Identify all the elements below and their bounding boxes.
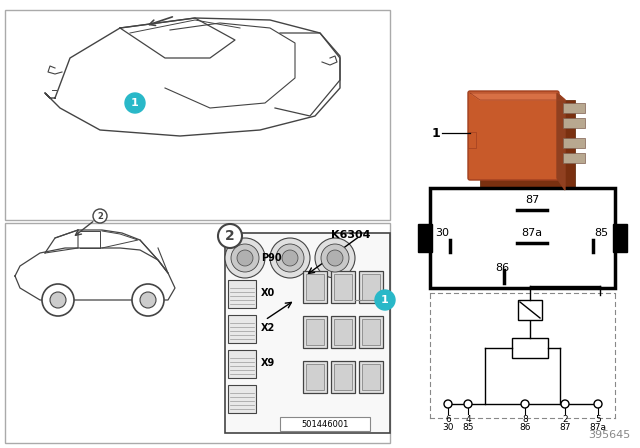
Text: 86: 86 [495,263,509,273]
Text: 87: 87 [559,423,571,432]
Text: 1: 1 [131,98,139,108]
Circle shape [93,209,107,223]
Bar [468,132,476,148]
Bar [359,361,383,393]
Bar [306,274,324,300]
Bar [228,280,256,308]
Bar [331,271,355,303]
Bar [359,316,383,348]
Text: 395645: 395645 [588,430,630,440]
Bar [359,271,383,303]
FancyBboxPatch shape [468,91,559,180]
Text: 501446001: 501446001 [301,419,349,428]
Text: 1: 1 [431,126,440,139]
Polygon shape [557,93,565,190]
Bar [362,319,380,345]
Bar [228,350,256,378]
Bar [5,223,390,443]
Text: 85: 85 [594,228,608,238]
Bar [280,417,370,431]
Circle shape [561,400,569,408]
Circle shape [327,250,343,266]
Text: X2: X2 [261,323,275,333]
Text: 1: 1 [381,295,389,305]
Text: 30: 30 [442,423,454,432]
Text: 86: 86 [519,423,531,432]
Bar [512,338,548,358]
Text: 4: 4 [465,415,471,424]
Bar [303,271,327,303]
Circle shape [225,238,265,278]
Text: 87a: 87a [589,423,607,432]
Text: K6304: K6304 [330,230,370,240]
Bar [518,300,542,320]
Text: 2: 2 [97,211,103,220]
Text: 87a: 87a [522,228,543,238]
Bar [331,316,355,348]
Bar [480,100,575,190]
Bar [303,316,327,348]
Text: 6: 6 [445,415,451,424]
Circle shape [132,284,164,316]
Circle shape [375,290,395,310]
Circle shape [50,292,66,308]
Polygon shape [15,248,175,300]
Text: X9: X9 [261,358,275,368]
Circle shape [594,400,602,408]
Circle shape [444,400,452,408]
Polygon shape [45,18,340,136]
Bar [334,319,352,345]
Bar [228,385,256,413]
Bar [563,118,585,128]
Bar [563,103,585,113]
Text: 85: 85 [462,423,474,432]
Circle shape [42,284,74,316]
Bar [303,361,327,393]
Bar [362,274,380,300]
Bar [306,319,324,345]
Text: 5: 5 [595,415,601,424]
Circle shape [231,244,259,272]
Bar [225,233,390,433]
Bar [418,224,432,252]
Circle shape [276,244,304,272]
Circle shape [321,244,349,272]
Text: 30: 30 [435,228,449,238]
Bar [228,315,256,343]
Text: X0: X0 [261,288,275,298]
Bar [334,274,352,300]
Bar [5,10,390,220]
Circle shape [282,250,298,266]
Circle shape [315,238,355,278]
Bar [331,361,355,393]
Bar [563,153,585,163]
Polygon shape [470,93,565,100]
Circle shape [237,250,253,266]
Text: 2: 2 [225,229,235,243]
Bar [613,224,627,252]
Text: 87: 87 [525,195,539,205]
Text: P90: P90 [261,253,282,263]
Circle shape [270,238,310,278]
Circle shape [521,400,529,408]
Bar [362,364,380,390]
Text: 2: 2 [562,415,568,424]
Bar [334,364,352,390]
Text: 8: 8 [522,415,528,424]
Circle shape [140,292,156,308]
Circle shape [125,93,145,113]
Circle shape [218,224,242,248]
Bar [563,138,585,148]
Bar [430,188,615,288]
Bar [306,364,324,390]
Circle shape [464,400,472,408]
